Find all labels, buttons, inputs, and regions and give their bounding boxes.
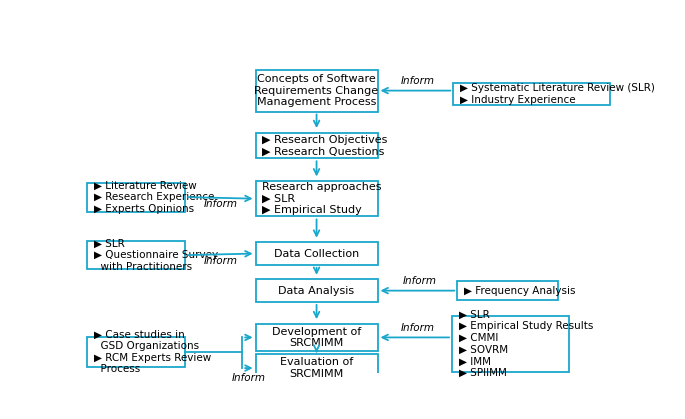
FancyBboxPatch shape — [256, 181, 377, 217]
Text: Development of
SRCMIMM: Development of SRCMIMM — [272, 327, 361, 348]
FancyBboxPatch shape — [256, 70, 377, 111]
Text: Inform: Inform — [203, 256, 237, 266]
Text: Inform: Inform — [403, 276, 437, 286]
Text: ▶ SLR
▶ Questionnaire Survey
  with Practitioners: ▶ SLR ▶ Questionnaire Survey with Practi… — [94, 238, 218, 272]
Text: Data Collection: Data Collection — [274, 248, 359, 259]
Text: Inform: Inform — [401, 76, 435, 86]
FancyBboxPatch shape — [87, 241, 185, 269]
FancyBboxPatch shape — [87, 183, 185, 212]
FancyBboxPatch shape — [256, 242, 377, 265]
Text: ▶ Research Objectives
▶ Research Questions: ▶ Research Objectives ▶ Research Questio… — [262, 134, 388, 156]
Text: ▶ Literature Review
▶ Research Experience
▶ Experts Opinions: ▶ Literature Review ▶ Research Experienc… — [94, 181, 214, 214]
Text: Concepts of Software
Requirements Change
Management Process: Concepts of Software Requirements Change… — [255, 74, 379, 107]
FancyBboxPatch shape — [256, 324, 377, 351]
Text: Inform: Inform — [203, 199, 237, 209]
Text: Data Analysis: Data Analysis — [279, 286, 355, 296]
Text: Research approaches
▶ SLR
▶ Empirical Study: Research approaches ▶ SLR ▶ Empirical St… — [262, 182, 382, 215]
Text: Inform: Inform — [232, 373, 266, 383]
Text: ▶ SLR
▶ Empirical Study Results
▶ CMMI
▶ SOVRM
▶ IMM
▶ SPIIMM: ▶ SLR ▶ Empirical Study Results ▶ CMMI ▶… — [459, 310, 593, 378]
FancyBboxPatch shape — [453, 83, 610, 105]
Text: ▶ Frequency Analysis: ▶ Frequency Analysis — [464, 286, 575, 296]
FancyBboxPatch shape — [256, 132, 377, 158]
Text: ▶ Case studies in
  GSD Organizations
▶ RCM Experts Review
  Process: ▶ Case studies in GSD Organizations ▶ RC… — [94, 329, 211, 374]
FancyBboxPatch shape — [256, 279, 377, 302]
FancyBboxPatch shape — [256, 354, 377, 382]
Text: ▶ Systematic Literature Review (SLR)
▶ Industry Experience: ▶ Systematic Literature Review (SLR) ▶ I… — [460, 83, 655, 105]
Text: Inform: Inform — [401, 323, 434, 333]
FancyBboxPatch shape — [87, 336, 185, 367]
FancyBboxPatch shape — [452, 316, 569, 372]
FancyBboxPatch shape — [458, 281, 558, 300]
Text: Evaluation of
SRCMIMM: Evaluation of SRCMIMM — [280, 357, 353, 379]
